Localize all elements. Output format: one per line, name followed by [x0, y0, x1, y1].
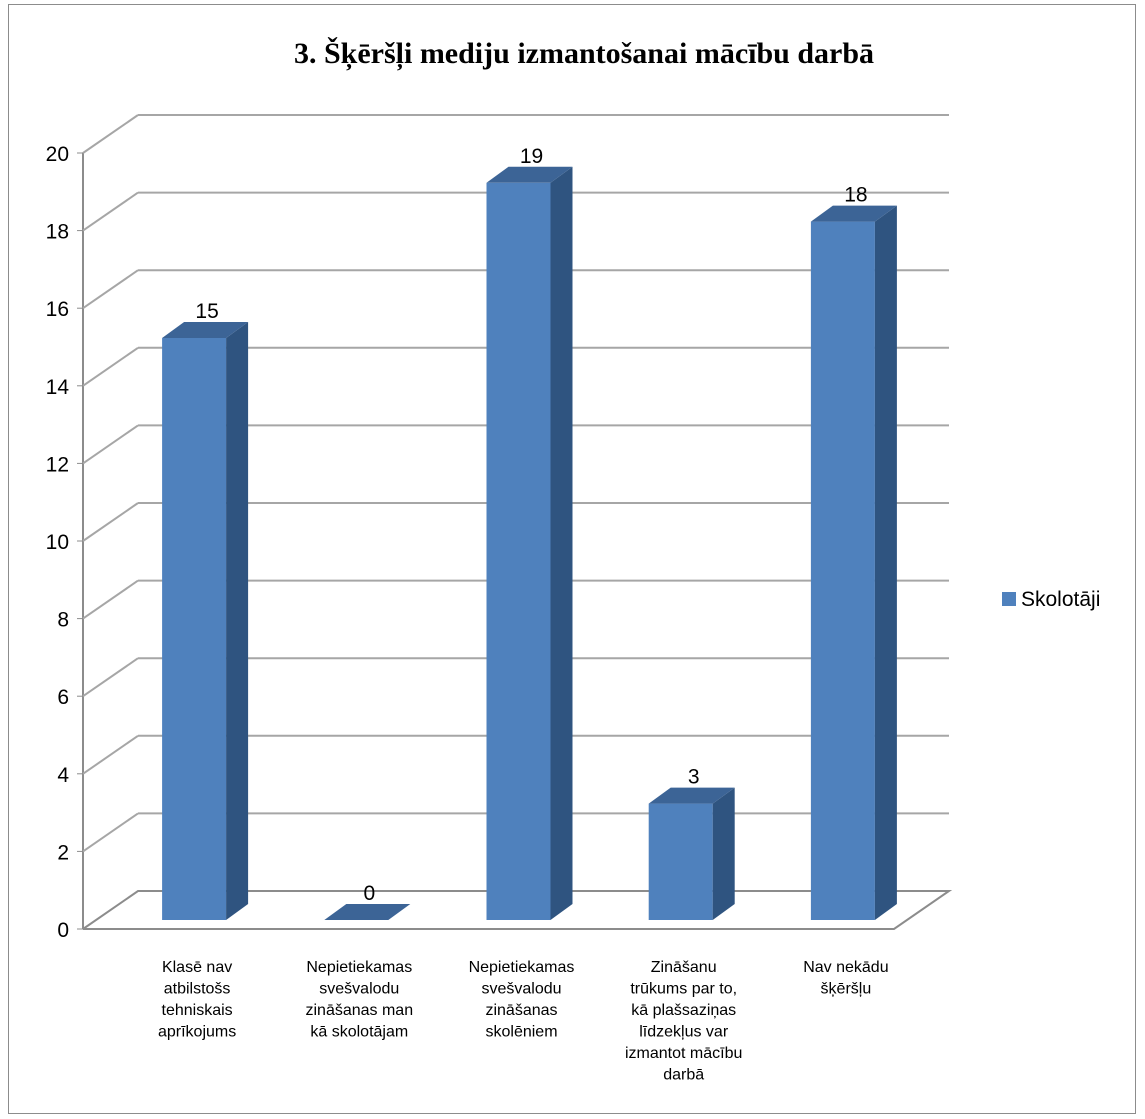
x-category-line: skolēniem: [485, 1024, 557, 1041]
x-category-label: Nepietiekamas svešvalodu zināšanas skolēnie…: [469, 959, 575, 1041]
x-category-line: trūkums par to,: [630, 981, 737, 998]
gridline-side: [82, 502, 139, 542]
bar-top: [810, 205, 897, 222]
y-tick-label: 16: [46, 298, 69, 321]
x-category-line: Nepietiekamas: [306, 959, 412, 976]
bar-side: [226, 322, 249, 920]
data-labels: 15 0 19 3 18: [195, 145, 867, 905]
x-category-label: Nav nekādu šķēršļu: [803, 959, 888, 998]
bar-side: [550, 166, 573, 921]
x-category-line: kā plašsaziņas: [631, 1002, 736, 1019]
bar-top: [486, 166, 573, 183]
bar: [486, 166, 573, 921]
bar-top: [648, 787, 735, 804]
legend-swatch: [1002, 592, 1016, 606]
chart-title: 3. Šķēršļi mediju izmantošanai mācību da…: [294, 37, 874, 71]
bar: [810, 205, 897, 921]
data-label: 3: [688, 766, 700, 789]
bar: [162, 322, 249, 920]
gridline-side: [82, 657, 139, 698]
x-category-line: svešvalodu: [319, 981, 399, 998]
bar: [324, 904, 411, 920]
x-axis-categories: Klasē nav atbilstošs tehniskais aprīkojums N…: [158, 959, 889, 1084]
bars: [162, 166, 897, 921]
x-category-line: Nav nekādu: [803, 959, 888, 976]
x-category-line: zināšanas man: [305, 1002, 413, 1019]
y-tick-label: 6: [57, 686, 69, 709]
bar-side: [874, 205, 897, 921]
gridline-side: [82, 191, 139, 232]
bar-top: [324, 904, 411, 920]
x-category-label: Zināšanu trūkums par to, kā plašsaziņas līd…: [625, 959, 742, 1084]
x-category-line: darbā: [663, 1067, 704, 1084]
x-category-line: līdzekļus var: [639, 1024, 729, 1041]
x-category-line: Zināšanu: [651, 959, 717, 976]
x-category-line: šķēršļu: [821, 981, 872, 998]
x-category-line: Nepietiekamas: [469, 959, 575, 976]
chart-frame: 3. Šķēršļi mediju izmantošanai mācību da…: [8, 4, 1136, 1114]
x-category-line: atbilstošs: [164, 981, 231, 998]
x-category-line: zināšanas: [485, 1002, 557, 1019]
gridline-side: [82, 424, 139, 465]
bar-top: [162, 322, 249, 338]
bar-side: [712, 787, 735, 920]
x-category-line: tehniskais: [162, 1002, 233, 1019]
legend-label: Skolotāji: [1021, 588, 1100, 611]
y-tick-label: 10: [46, 531, 69, 554]
data-label: 15: [195, 300, 218, 323]
floor-outline: [82, 890, 953, 930]
x-category-label: Nepietiekamas svešvalodu zināšanas man kā s…: [305, 959, 413, 1041]
y-axis-ticks: 0 2 4 6 8 10 12 14 16 18 20: [46, 143, 70, 942]
x-category-label: Klasē nav atbilstošs tehniskais aprīkojums: [158, 959, 236, 1041]
y-tick-label: 2: [57, 841, 69, 864]
x-category-line: izmantot mācību: [625, 1045, 742, 1062]
y-tick-label: 0: [57, 919, 69, 942]
y-tick-label: 12: [46, 453, 69, 476]
data-label: 0: [363, 882, 375, 905]
data-label: 18: [844, 184, 867, 207]
y-tick-label: 14: [46, 376, 70, 399]
y-tick-label: 18: [46, 221, 69, 244]
y-tick-label: 8: [57, 609, 69, 632]
gridline-side: [82, 269, 139, 310]
x-category-line: aprīkojums: [158, 1024, 236, 1041]
gridline-side: [82, 579, 139, 620]
bar-chart: 3. Šķēršļi mediju izmantošanai mācību da…: [46, 37, 1101, 1084]
gridline-side: [82, 114, 139, 154]
bar-front: [810, 221, 875, 921]
y-tick-label: 20: [46, 143, 69, 166]
x-category-line: kā skolotājam: [310, 1024, 408, 1041]
bar-front: [486, 182, 551, 921]
x-category-line: svešvalodu: [481, 981, 561, 998]
y-tick-label: 4: [57, 764, 69, 787]
legend: Skolotāji: [1002, 588, 1100, 611]
gridline-side: [82, 812, 139, 853]
bar-front: [648, 803, 713, 920]
bar: [648, 787, 735, 920]
bar-front: [162, 338, 227, 920]
x-category-line: Klasē nav: [162, 959, 232, 976]
gridline-side: [82, 734, 139, 775]
data-label: 19: [520, 145, 543, 168]
gridline-side: [82, 346, 139, 387]
